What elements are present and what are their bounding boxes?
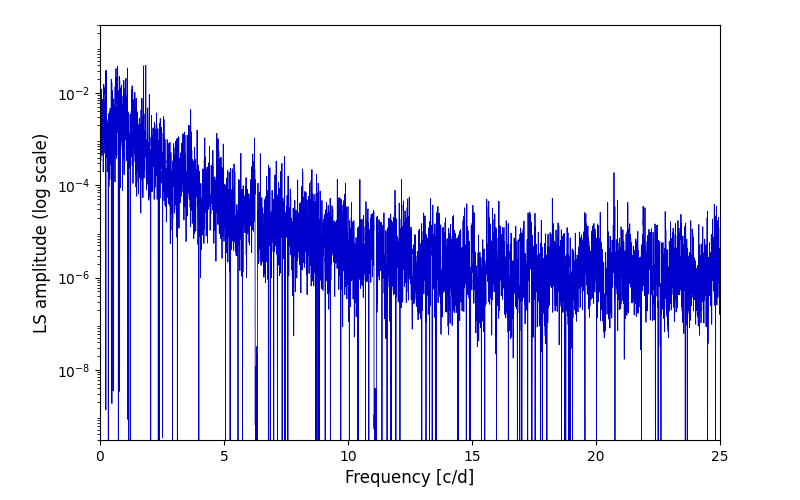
X-axis label: Frequency [c/d]: Frequency [c/d]: [346, 470, 474, 488]
Y-axis label: LS amplitude (log scale): LS amplitude (log scale): [34, 132, 51, 332]
